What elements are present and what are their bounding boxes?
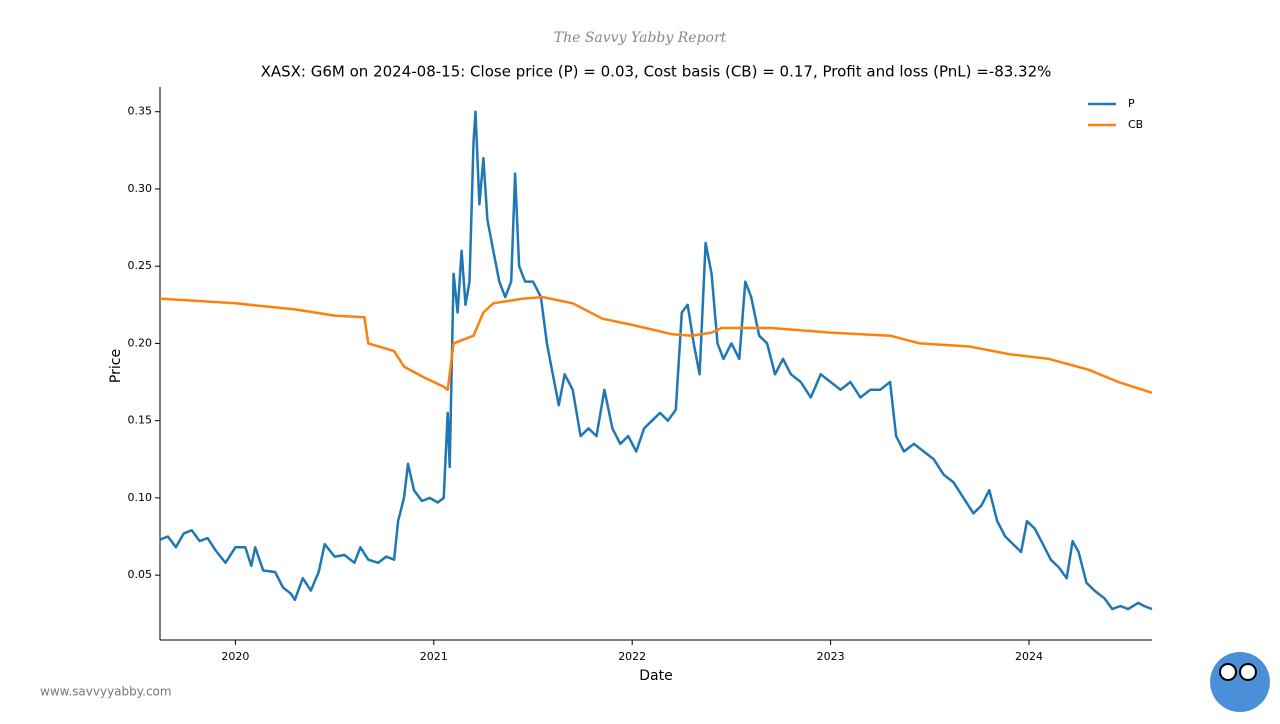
chart-title: XASX: G6M on 2024-08-15: Close price (P)… <box>261 63 1052 81</box>
x-tick-label: 2023 <box>817 650 845 663</box>
legend-label: CB <box>1128 118 1143 131</box>
logo <box>1210 652 1270 712</box>
y-tick-label: 0.05 <box>128 568 153 581</box>
legend-label: P <box>1128 97 1135 110</box>
y-tick-label: 0.20 <box>128 336 153 349</box>
x-tick-label: 2022 <box>618 650 646 663</box>
y-tick-label: 0.35 <box>128 105 153 118</box>
y-tick-label: 0.30 <box>128 182 153 195</box>
y-tick-label: 0.10 <box>128 491 153 504</box>
y-tick-label: 0.25 <box>128 259 153 272</box>
y-axis-label: Price <box>108 349 124 383</box>
footer: www.savvyyabby.com <box>40 685 172 699</box>
y-tick-label: 0.15 <box>128 414 153 427</box>
x-tick-label: 2024 <box>1015 650 1043 663</box>
x-tick-label: 2021 <box>420 650 448 663</box>
header: The Savvy Yabby Report <box>554 30 727 46</box>
x-axis-label: Date <box>639 668 672 684</box>
line-series <box>159 110 1153 611</box>
line-series <box>159 295 1153 394</box>
x-tick-label: 2020 <box>221 650 249 663</box>
